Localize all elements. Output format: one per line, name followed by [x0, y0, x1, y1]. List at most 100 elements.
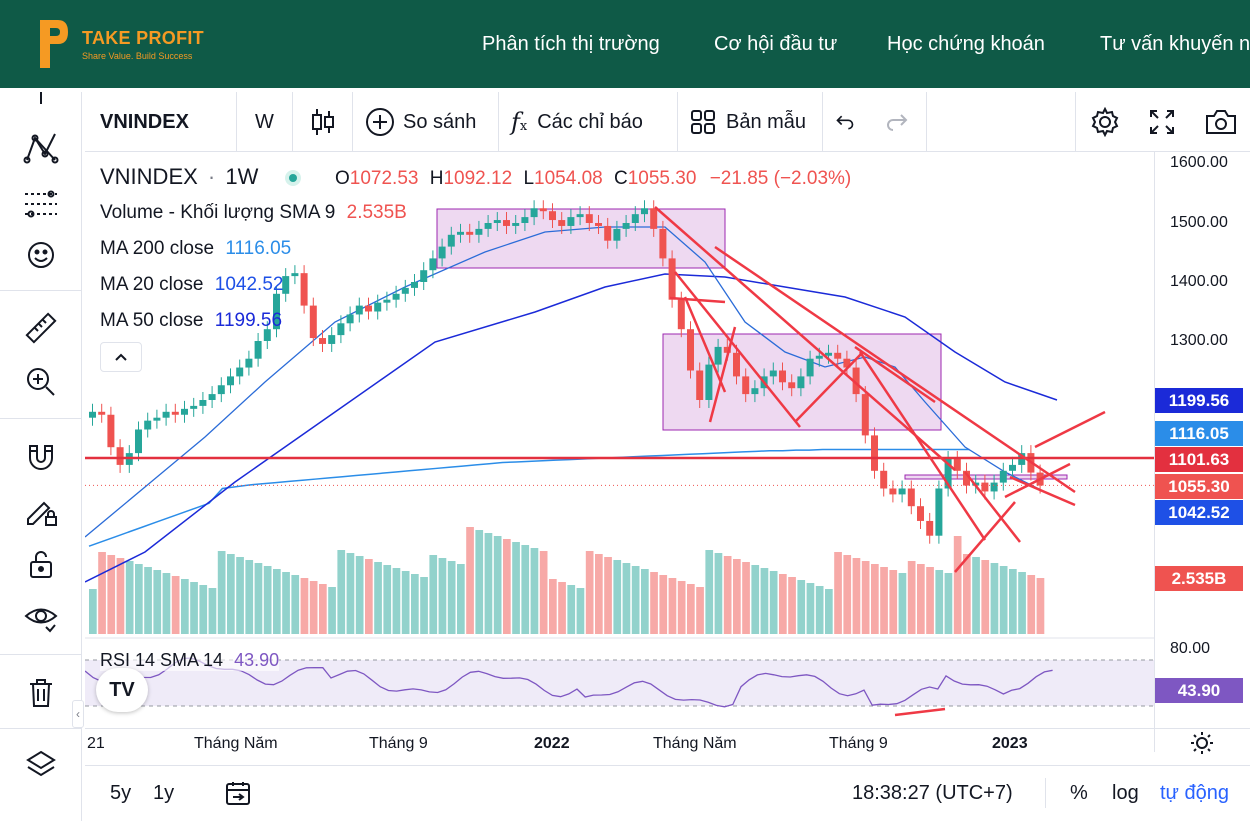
volume-legend[interactable]: Volume - Khối lượng SMA 9 2.535B — [100, 202, 407, 224]
templates-button[interactable]: Bản mẫu — [678, 92, 823, 152]
log-button[interactable]: log — [1112, 782, 1139, 804]
chart-area[interactable] — [85, 152, 1250, 752]
candle — [815, 355, 823, 359]
volume-bar — [153, 570, 162, 634]
volume-bar — [383, 565, 392, 634]
nav-advisory[interactable]: Tư vấn khuyến n — [1100, 33, 1250, 55]
camera-icon[interactable] — [1191, 92, 1250, 152]
rsi-legend[interactable]: RSI 14 SMA 14 43.90 — [100, 650, 280, 671]
volume-bar — [208, 588, 217, 634]
volume-bar — [245, 560, 254, 634]
volume-bar — [503, 539, 511, 634]
top-navigation: TAKE PROFIT Share Value. Build Success P… — [0, 0, 1250, 88]
takeprofit-logo-icon[interactable] — [36, 16, 70, 72]
open-value: 1072.53 — [349, 168, 419, 189]
volume-bar — [760, 568, 769, 634]
volume-bar — [742, 562, 750, 634]
candle — [98, 411, 106, 415]
time-tick: Tháng Năm — [194, 735, 278, 752]
compare-label: So sánh — [403, 110, 477, 133]
date-range-icon[interactable] — [225, 780, 251, 812]
indicators-button[interactable]: fx Các chỉ báo — [499, 92, 678, 152]
candles-icon[interactable] — [293, 92, 353, 152]
candle — [650, 208, 658, 229]
candle — [742, 376, 750, 395]
emoji-icon[interactable] — [21, 235, 61, 275]
nav-learn-stocks[interactable]: Học chứng khoán — [887, 33, 1045, 55]
volume-bar — [659, 575, 668, 634]
clock-time[interactable]: 18:38:27 (UTC+7) — [852, 782, 1013, 804]
undo-icon[interactable] — [823, 92, 867, 152]
zoom-in-icon[interactable] — [21, 362, 61, 402]
gear-icon[interactable] — [1075, 92, 1133, 152]
price-axis[interactable] — [1154, 152, 1155, 752]
range-1y-button[interactable]: 1y — [153, 782, 175, 804]
candle — [797, 376, 805, 389]
last-price-tag: 1055.30 — [1155, 474, 1243, 499]
candle — [944, 459, 952, 489]
layers-icon[interactable] — [21, 744, 61, 784]
legend-interval: 1W — [225, 164, 259, 189]
change-value: −21.85 (−2.03%) — [709, 168, 852, 189]
trend-line-drawing — [854, 345, 936, 404]
collapse-legend-button[interactable] — [100, 342, 142, 372]
pencil-lock-icon[interactable] — [21, 490, 61, 530]
symbol-search-button[interactable]: VNINDEX — [85, 92, 237, 152]
tradingview-logo-icon[interactable]: TV — [96, 668, 148, 712]
percent-button[interactable]: % — [1070, 782, 1088, 804]
time-axis-settings-icon[interactable] — [1190, 731, 1214, 760]
candle — [668, 258, 676, 300]
trend-line-drawing — [1004, 462, 1071, 499]
trash-icon[interactable] — [21, 673, 61, 713]
candle — [181, 408, 188, 415]
trend-line-drawing — [683, 296, 727, 393]
price-tick: 1400.00 — [1170, 273, 1228, 290]
candle — [889, 488, 897, 495]
volume-bar — [861, 561, 870, 634]
redo-icon[interactable] — [867, 92, 927, 152]
auto-scale-button[interactable]: tự động — [1160, 782, 1229, 804]
brand-title[interactable]: TAKE PROFIT — [82, 28, 204, 48]
ma20-value: 1042.52 — [214, 274, 284, 295]
trend-line-drawing — [674, 271, 801, 428]
ma200-legend[interactable]: MA 200 close 1116.05 — [100, 238, 291, 260]
close-value: 1055.30 — [627, 168, 697, 189]
ruler-icon[interactable] — [21, 308, 61, 348]
magnet-icon[interactable] — [21, 436, 61, 476]
volume-bar — [107, 555, 116, 634]
candle — [208, 394, 216, 400]
fib-icon[interactable] — [21, 184, 61, 224]
candle — [107, 414, 115, 448]
nav-market-analysis[interactable]: Phân tích thị trường — [482, 33, 660, 55]
cursor-icon[interactable] — [21, 92, 61, 106]
volume-bar — [291, 575, 300, 634]
range-5y-button[interactable]: 5y — [110, 782, 132, 804]
chart-canvas[interactable] — [85, 152, 1250, 752]
interval-button[interactable]: W — [237, 92, 293, 152]
high-label: H — [429, 168, 444, 189]
nav-investment-opportunities[interactable]: Cơ hội đầu tư — [714, 33, 838, 55]
rectangle-drawing — [436, 208, 726, 269]
volume-bar — [125, 561, 134, 634]
candle — [466, 231, 474, 235]
collapse-sidebar-button[interactable]: ‹ — [72, 700, 84, 728]
volume-bar — [217, 551, 226, 634]
eye-icon[interactable] — [21, 598, 61, 638]
compare-button[interactable]: So sánh — [353, 92, 499, 152]
trend-line-drawing — [1034, 410, 1106, 449]
candle — [861, 394, 869, 436]
volume-bar — [401, 571, 410, 634]
candle — [898, 488, 906, 495]
pattern-icon[interactable] — [21, 128, 61, 168]
ma20-legend[interactable]: MA 20 close 1042.52 — [100, 274, 283, 296]
market-status-icon[interactable] — [284, 170, 301, 187]
fullscreen-icon[interactable] — [1133, 92, 1191, 152]
time-tick: Tháng 9 — [369, 735, 428, 752]
volume-bar — [825, 589, 833, 634]
rsi-value: 43.90 — [234, 650, 280, 670]
volume-bar — [420, 577, 428, 634]
ma50-legend[interactable]: MA 50 close 1199.56 — [100, 310, 282, 332]
unlock-icon[interactable] — [21, 544, 61, 584]
ma50-label: MA 50 close — [100, 310, 204, 331]
candle — [576, 214, 584, 218]
